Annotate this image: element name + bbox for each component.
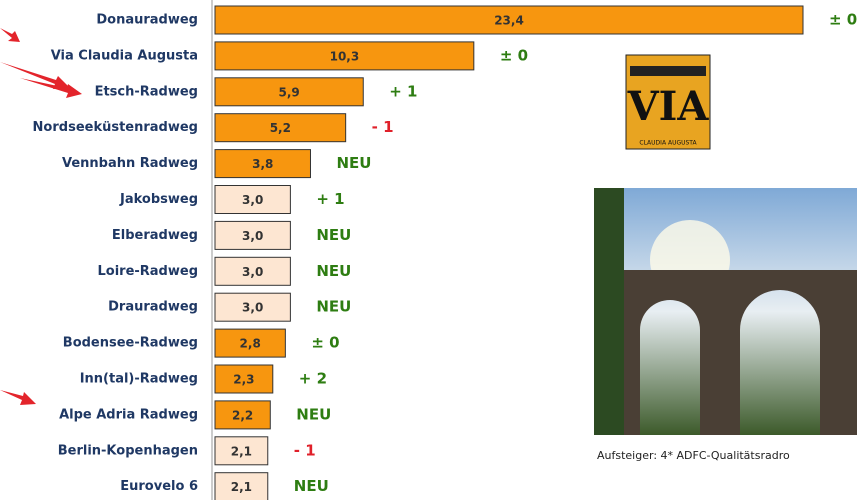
- bar: [214, 364, 274, 394]
- change-label: + 1: [389, 82, 417, 100]
- change-label: - 1: [294, 441, 316, 459]
- arrows: [0, 28, 82, 405]
- bar: [214, 292, 291, 322]
- photo: [594, 188, 857, 435]
- category-label: Via Claudia Augusta: [51, 48, 198, 63]
- change-label: + 1: [316, 190, 344, 208]
- change-label: NEU: [316, 226, 351, 244]
- bar: [214, 472, 269, 500]
- category-label: Bodensee-Radweg: [63, 336, 198, 351]
- change-label: ± 0: [311, 334, 339, 352]
- value-label: 2,1: [231, 444, 252, 458]
- bar: [214, 149, 311, 179]
- category-label: Berlin-Kopenhagen: [58, 443, 198, 458]
- value-label: 3,0: [242, 229, 263, 243]
- logo-bridge: [630, 66, 706, 76]
- change-label: NEU: [316, 262, 351, 280]
- value-label: 23,4: [494, 14, 524, 28]
- value-label: 3,0: [242, 193, 263, 207]
- category-label: Drauradweg: [108, 300, 198, 315]
- trees: [594, 188, 624, 435]
- caption: Aufsteiger: 4* ADFC-Qualitätsradro: [597, 449, 790, 462]
- change-label: NEU: [296, 405, 331, 423]
- category-label: Eurovelo 6: [120, 479, 198, 494]
- change-label: + 2: [299, 370, 327, 388]
- bar: [214, 436, 269, 466]
- bar: [214, 113, 347, 143]
- value-label: 10,3: [330, 49, 360, 63]
- value-label: 5,9: [278, 85, 299, 99]
- category-label: Etsch-Radweg: [95, 84, 198, 99]
- change-label: NEU: [336, 154, 371, 172]
- category-label: Vennbahn Radweg: [62, 156, 198, 171]
- logo-subtitle: CLAUDIA AUGUSTA: [639, 140, 697, 147]
- category-label: Inn(tal)-Radweg: [80, 372, 198, 387]
- value-label: 3,0: [242, 265, 263, 279]
- bar: [214, 5, 804, 35]
- value-label: 3,0: [242, 301, 263, 315]
- category-label: Loire-Radweg: [97, 264, 198, 279]
- change-label: NEU: [316, 298, 351, 316]
- bar: [214, 220, 291, 250]
- bar: [214, 256, 291, 286]
- category-label: Donauradweg: [96, 13, 198, 28]
- value-label: 2,8: [240, 337, 261, 351]
- bar: [214, 328, 286, 358]
- viaduct: [620, 270, 857, 435]
- logo-title: VIA: [627, 83, 710, 130]
- bar: [214, 41, 475, 71]
- logo: VIA CLAUDIA AUGUSTA: [625, 54, 711, 150]
- value-label: 2,3: [233, 373, 254, 387]
- value-label: 2,1: [231, 480, 252, 494]
- value-label: 3,8: [252, 157, 273, 171]
- change-label: - 1: [372, 118, 394, 136]
- value-label: 5,2: [270, 121, 291, 135]
- category-label: Jakobsweg: [119, 192, 198, 207]
- change-label: ± 0: [829, 11, 857, 29]
- bar: [214, 185, 291, 214]
- value-label: 2,2: [232, 408, 253, 422]
- change-label: ± 0: [500, 46, 528, 64]
- bar: [214, 77, 364, 107]
- change-label: NEU: [294, 477, 329, 495]
- category-label: Nordseeküstenradweg: [33, 120, 198, 135]
- category-label: Elberadweg: [112, 228, 198, 243]
- category-label: Alpe Adria Radweg: [59, 407, 198, 422]
- bar: [214, 400, 271, 430]
